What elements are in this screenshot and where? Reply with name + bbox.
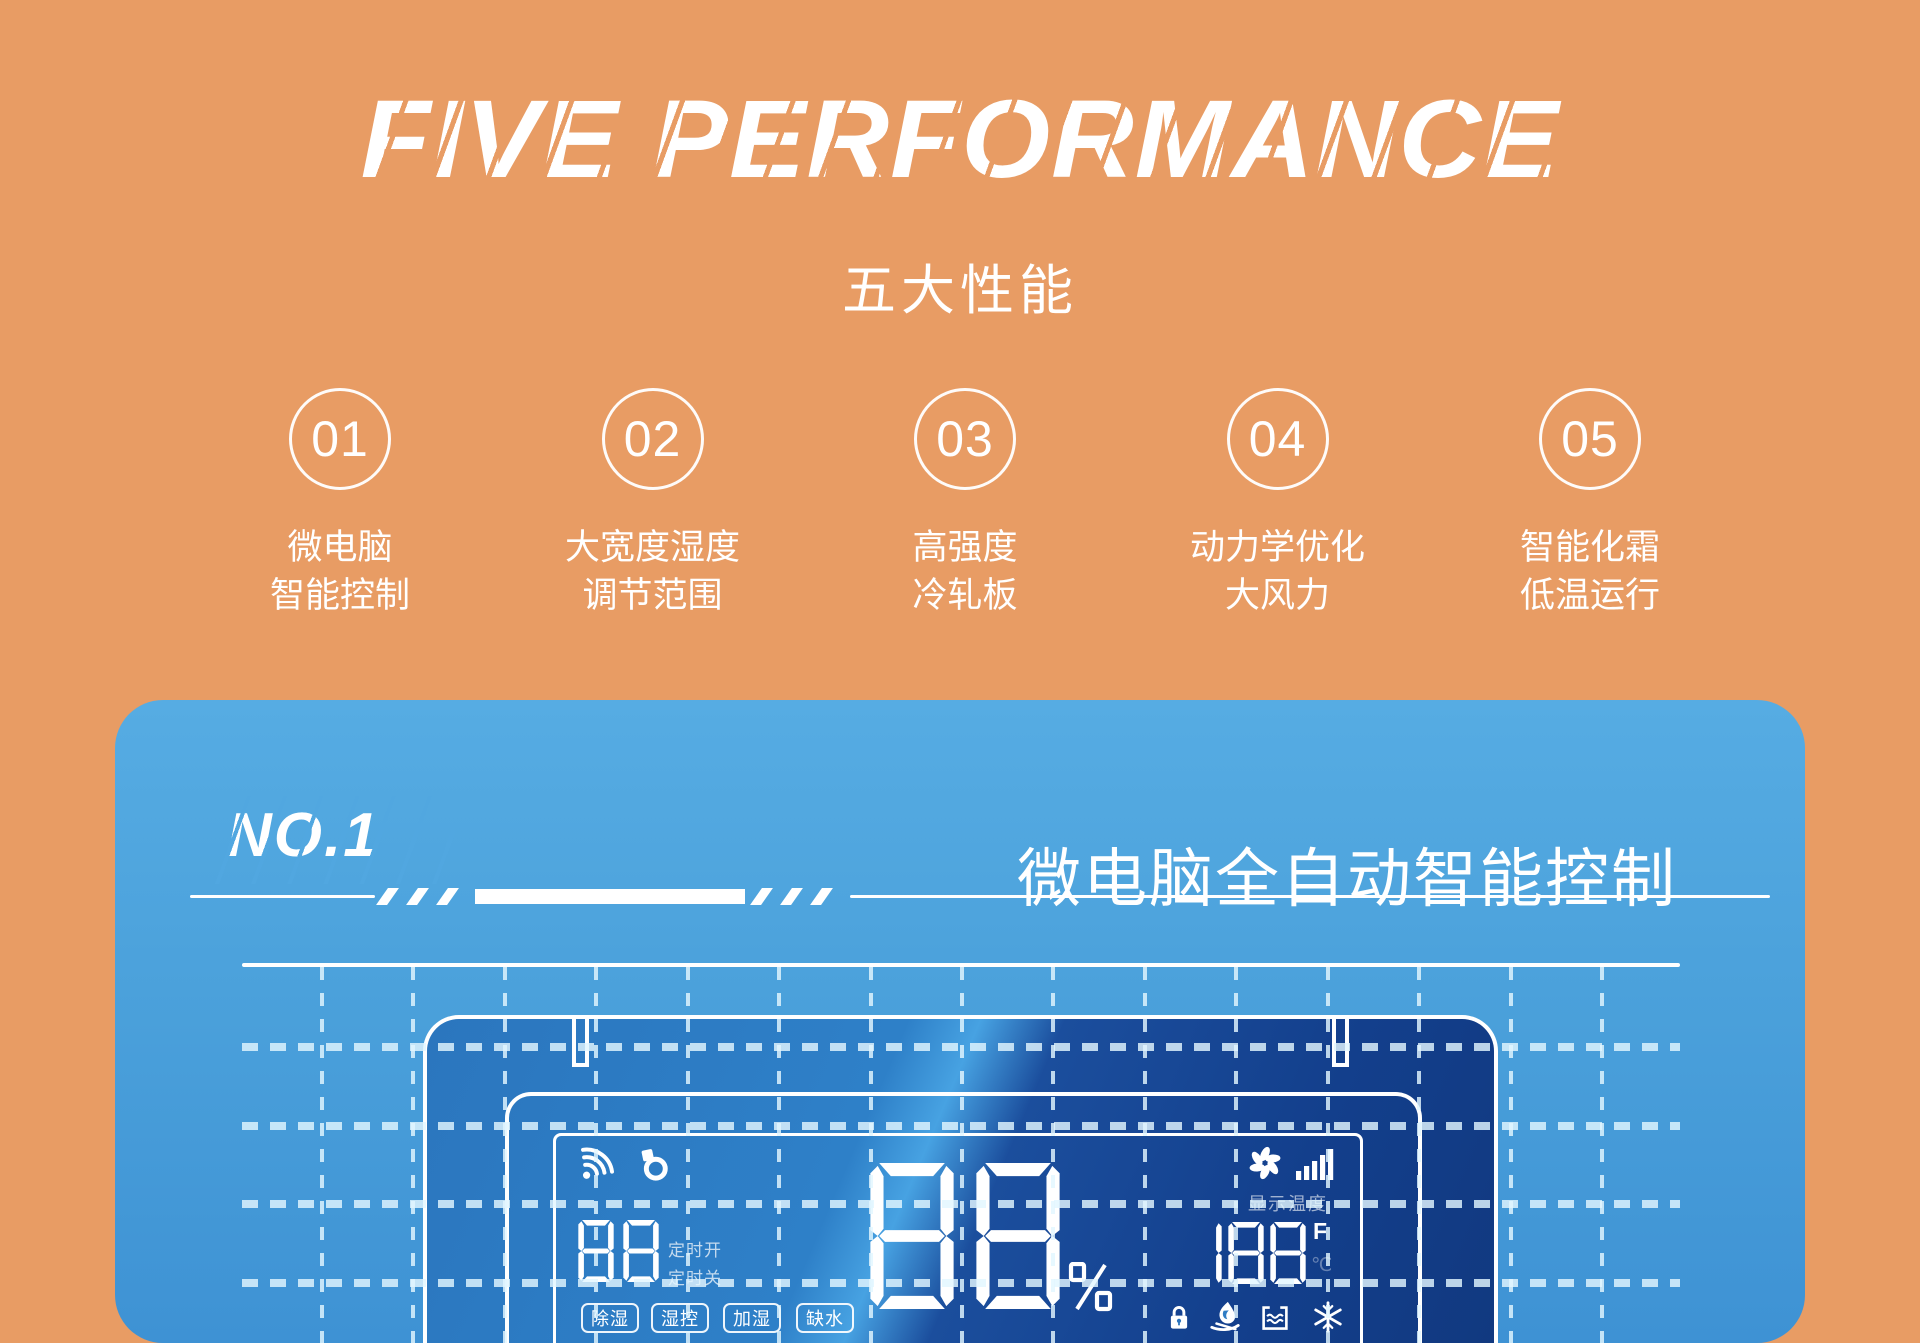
unit-celsius: ℃ bbox=[1311, 1255, 1333, 1276]
smart-app-icon bbox=[636, 1148, 672, 1189]
flame-icon bbox=[1208, 1299, 1242, 1338]
feature-label: 动力学优化 大风力 bbox=[1168, 524, 1388, 621]
feature-number-badge: 02 bbox=[601, 388, 704, 490]
unit-fahrenheit: F bbox=[1313, 1218, 1328, 1244]
control-panel: 定时开 定时关 除湿 湿控 加湿 缺水 bbox=[423, 1015, 1498, 1343]
feature-label-line1: 高强度 bbox=[912, 528, 1018, 567]
fan-icon bbox=[1246, 1144, 1284, 1187]
feature-label: 大宽度湿度 调节范围 bbox=[543, 524, 763, 621]
mode-pill-water-shortage: 缺水 bbox=[796, 1303, 854, 1333]
mode-pill-label: 加湿 bbox=[733, 1309, 771, 1329]
feature-label: 智能化霜 低温运行 bbox=[1480, 524, 1700, 621]
feature-number: 02 bbox=[623, 411, 682, 467]
lcd-screen: 定时开 定时关 除湿 湿控 加湿 缺水 bbox=[553, 1133, 1363, 1343]
percent-icon bbox=[1068, 1261, 1114, 1317]
feature-number: 01 bbox=[311, 411, 369, 467]
feature-list: 01 微电脑 智能控制 02 大宽度湿度 调节范围 03 高强度 冷轧板 04 … bbox=[230, 388, 1700, 621]
humidity-digits bbox=[866, 1163, 1064, 1309]
feature-item-5: 05 智能化霜 低温运行 bbox=[1480, 388, 1700, 621]
mode-pill-label: 湿控 bbox=[661, 1309, 699, 1329]
feature-number: 04 bbox=[1248, 411, 1307, 467]
badge-slash-decoration bbox=[215, 796, 455, 884]
snowflake-icon bbox=[1311, 1300, 1345, 1339]
feature-number-badge: 01 bbox=[289, 388, 391, 490]
temp-display-label: 显示温度 bbox=[1248, 1194, 1328, 1214]
section-card: NO.1 微电脑全自动智能控制 bbox=[115, 700, 1805, 1343]
water-tank-icon bbox=[1258, 1304, 1292, 1337]
timer-on-label: 定时开 bbox=[668, 1241, 722, 1260]
signal-bars-icon bbox=[1296, 1148, 1336, 1185]
feature-label-line2: 智能控制 bbox=[269, 576, 410, 616]
mode-pill-label: 缺水 bbox=[806, 1309, 844, 1329]
title-slash-decoration bbox=[250, 80, 1670, 220]
feature-number: 03 bbox=[936, 411, 994, 467]
panel-inner-frame: 定时开 定时关 除湿 湿控 加湿 缺水 bbox=[505, 1092, 1422, 1343]
feature-label-line2: 冷轧板 bbox=[912, 576, 1018, 616]
mode-pill-humidify: 加湿 bbox=[723, 1303, 781, 1333]
lock-icon bbox=[1166, 1302, 1192, 1339]
mode-pill-humidity-control: 湿控 bbox=[651, 1303, 709, 1333]
mode-pill-label: 除湿 bbox=[591, 1309, 629, 1329]
wifi-icon bbox=[578, 1142, 620, 1185]
feature-item-2: 02 大宽度湿度 调节范围 bbox=[543, 388, 763, 621]
feature-item-4: 04 动力学优化 大风力 bbox=[1168, 388, 1388, 621]
feature-label: 微电脑 智能控制 bbox=[230, 524, 450, 621]
timer-off-label: 定时关 bbox=[668, 1269, 722, 1288]
feature-label-line1: 动力学优化 bbox=[1189, 528, 1365, 567]
mode-pill-dehumidify: 除湿 bbox=[581, 1303, 639, 1333]
feature-number: 05 bbox=[1561, 411, 1619, 467]
feature-number-badge: 03 bbox=[914, 388, 1016, 490]
feature-number-badge: 05 bbox=[1539, 388, 1641, 490]
blueprint-baseline bbox=[242, 963, 1680, 967]
timer-digits bbox=[578, 1220, 659, 1282]
feature-number-badge: 04 bbox=[1226, 388, 1329, 490]
feature-label-line1: 大宽度湿度 bbox=[564, 528, 740, 567]
section-divider bbox=[190, 888, 1770, 905]
feature-label-line1: 智能化霜 bbox=[1519, 528, 1660, 567]
temperature-digits bbox=[1186, 1222, 1306, 1284]
feature-label: 高强度 冷轧板 bbox=[855, 524, 1075, 621]
feature-item-1: 01 微电脑 智能控制 bbox=[230, 388, 450, 621]
panel-notch bbox=[1332, 1019, 1349, 1067]
feature-label-line2: 调节范围 bbox=[582, 576, 723, 616]
feature-label-line2: 大风力 bbox=[1224, 576, 1330, 616]
feature-label-line2: 低温运行 bbox=[1519, 576, 1660, 616]
panel-notch bbox=[572, 1019, 589, 1067]
main-subtitle: 五大性能 bbox=[842, 261, 1078, 321]
feature-label-line1: 微电脑 bbox=[287, 528, 393, 567]
feature-item-3: 03 高强度 冷轧板 bbox=[855, 388, 1075, 621]
section-heading: 微电脑全自动智能控制 bbox=[1017, 843, 1677, 915]
